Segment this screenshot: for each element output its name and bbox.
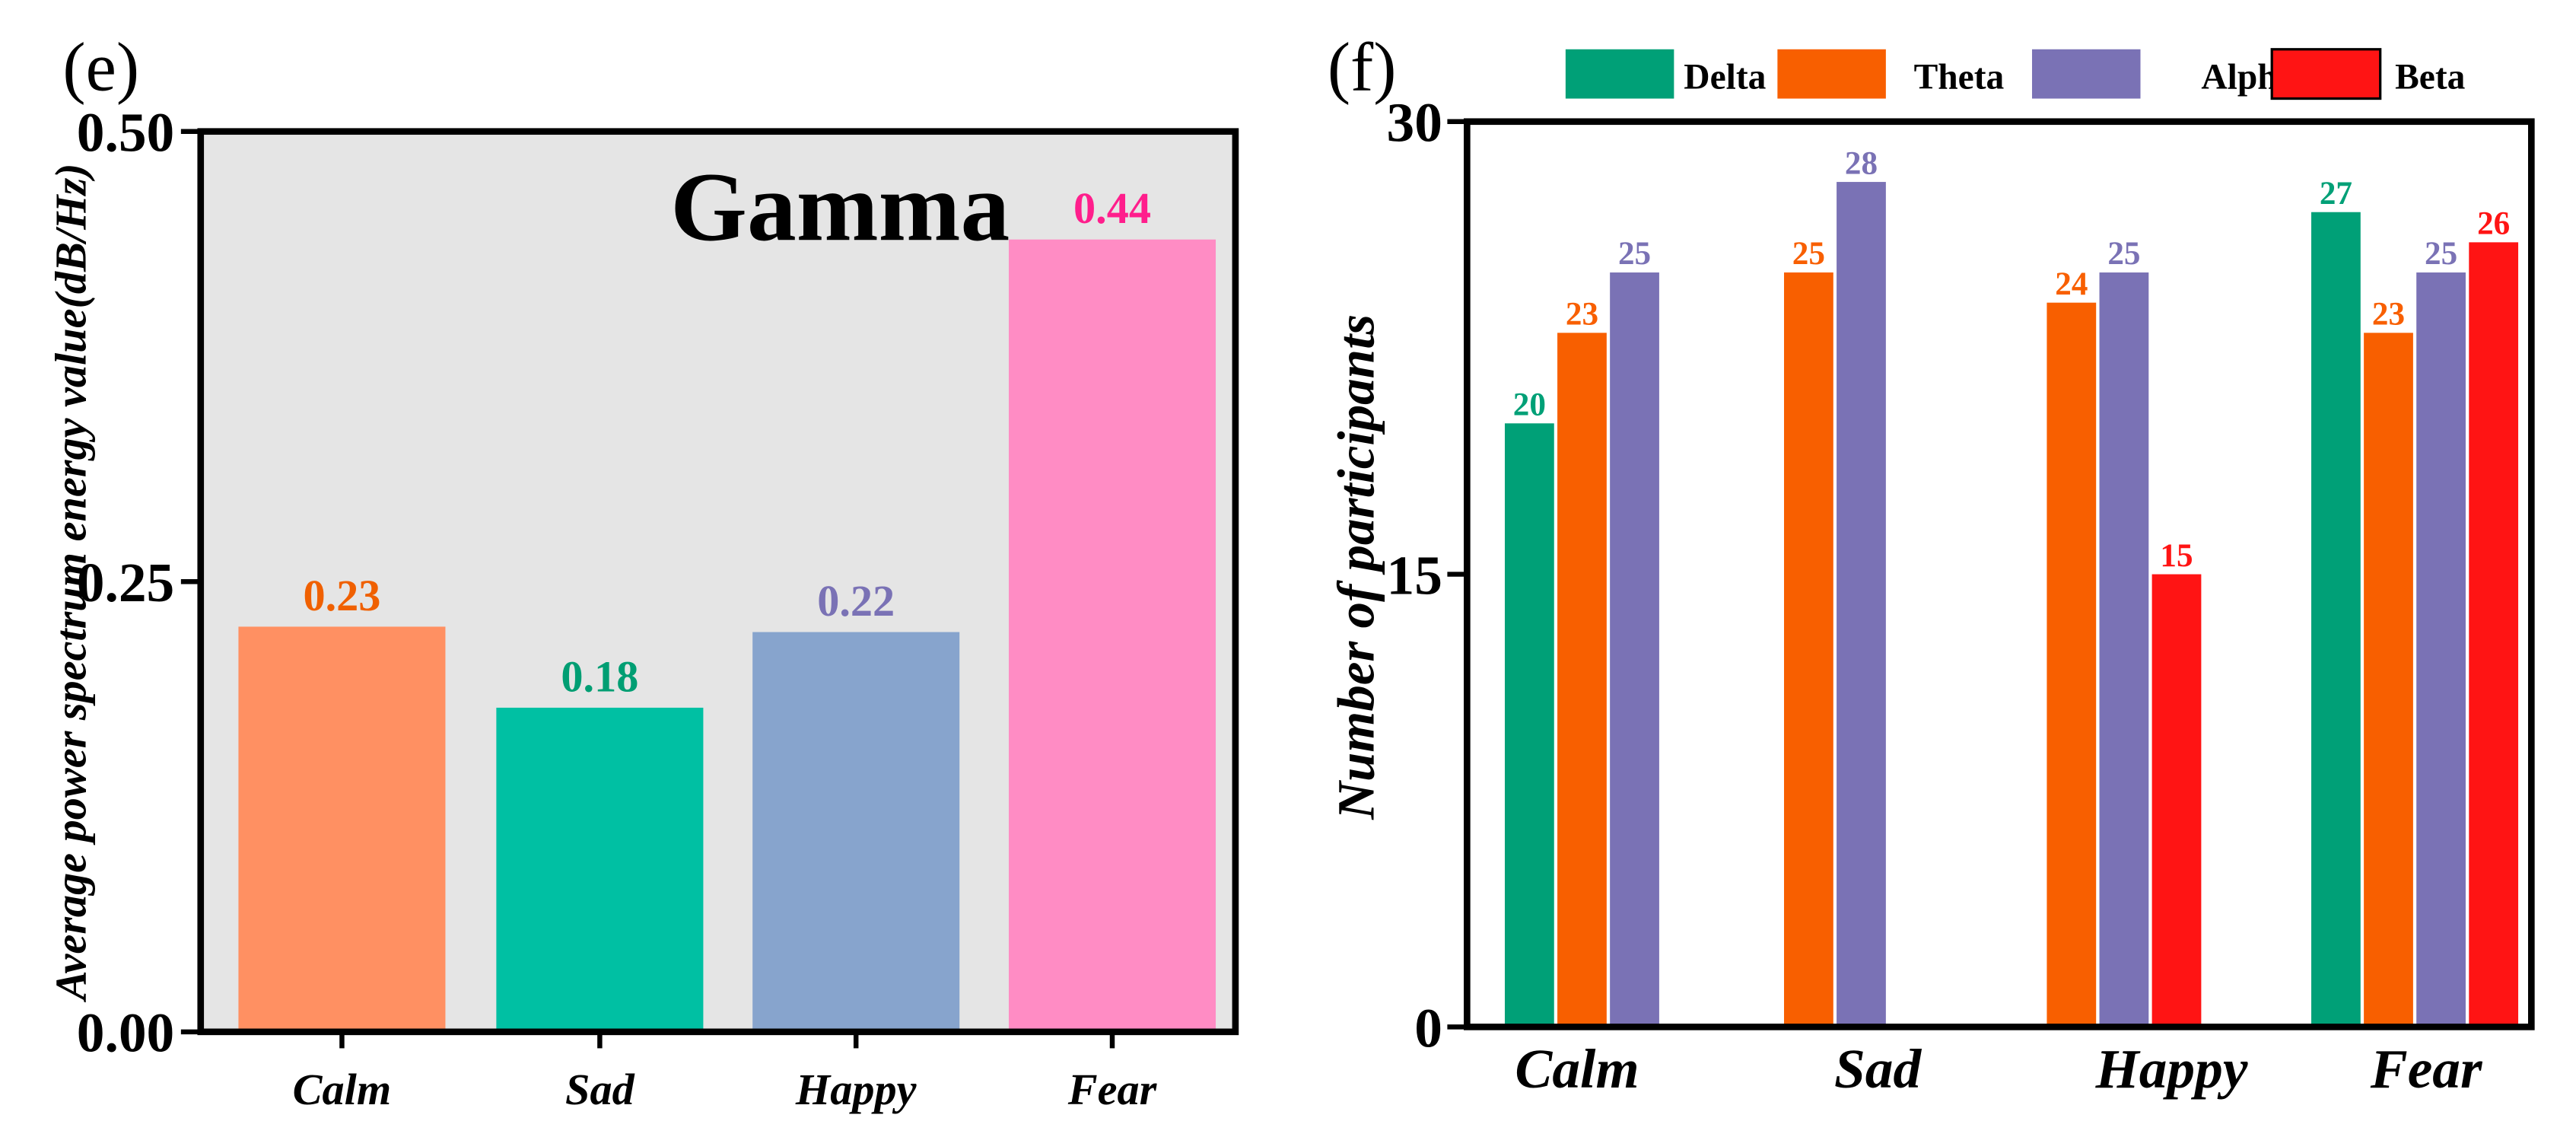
bar-theta-fear	[2364, 333, 2413, 1027]
legend-swatch-delta	[1565, 49, 1674, 99]
data-label: 26	[2477, 206, 2510, 242]
data-label: 25	[1792, 236, 1825, 272]
bar-theta-sad	[1784, 272, 1833, 1027]
bar-alpha-fear	[2416, 272, 2466, 1027]
data-label: 24	[2055, 266, 2088, 302]
data-label: 15	[2160, 538, 2193, 574]
panel-e: (e) 0.23 0.18 0.22 0.44 Gamma Calm Sad Happy F…	[46, 29, 1239, 1114]
legend-label-theta: Theta	[1914, 58, 2005, 97]
plot-frame-e	[197, 128, 1239, 1036]
bar-happy	[752, 632, 960, 1032]
x-tick-label: Calm	[1515, 1038, 1639, 1100]
data-label: 25	[2425, 236, 2457, 272]
data-label: 0.18	[561, 651, 638, 701]
bar-beta-happy	[2151, 574, 2202, 1027]
bar-delta-calm	[1504, 423, 1554, 1027]
legend-swatch-theta	[1777, 49, 1886, 99]
y-tick-label: 0	[1414, 997, 1442, 1059]
data-label: 27	[2320, 176, 2352, 212]
x-tick-label: Sad	[565, 1065, 635, 1114]
bar-sad	[496, 707, 704, 1032]
data-label: 25	[2107, 236, 2140, 272]
chart-title-gamma: Gamma	[670, 153, 1010, 262]
panel-label-e: (e)	[62, 29, 139, 106]
bar-alpha-calm	[1610, 272, 1659, 1027]
x-tick-label: Happy	[2095, 1038, 2248, 1100]
bar-theta-happy	[2046, 302, 2097, 1027]
y-axis-label-f: Number of participants	[1326, 314, 1385, 820]
data-label: 28	[1845, 145, 1878, 181]
x-tick-label: Fear	[1067, 1065, 1158, 1114]
panel-f: (f) Delta Theta Alpha Beta 2027232524232528…	[1326, 29, 2535, 1100]
data-label: 23	[1566, 297, 1598, 333]
x-tick-label: Calm	[293, 1065, 392, 1114]
bar-theta-calm	[1557, 333, 1607, 1027]
y-tick-label: 30	[1387, 92, 1442, 154]
data-label: 0.23	[303, 571, 380, 620]
y-tick-label: 0.25	[77, 552, 174, 613]
bar-delta-fear	[2311, 212, 2361, 1027]
bar-beta-fear	[2469, 242, 2519, 1027]
legend-label-delta: Delta	[1684, 58, 1766, 97]
x-tick-label: Fear	[2370, 1038, 2483, 1100]
y-tick-label: 0.50	[77, 102, 174, 164]
y-tick-label: 15	[1387, 544, 1442, 606]
data-label: 25	[1618, 236, 1651, 272]
legend-swatch-beta	[2270, 48, 2382, 100]
bar-calm	[238, 626, 446, 1032]
legend-swatch-alpha	[2032, 49, 2141, 99]
legend-label-beta: Beta	[2395, 58, 2466, 97]
legend: Delta Theta Alpha Beta	[1565, 48, 2466, 100]
data-label: 20	[1513, 387, 1546, 422]
data-label: 0.22	[817, 576, 895, 626]
data-label: 23	[2372, 297, 2405, 333]
bar-fear	[1008, 239, 1216, 1032]
y-axis-label-e: Average power spectrum energy value(dB/H…	[46, 163, 96, 1003]
x-tick-label: Sad	[1834, 1038, 1922, 1100]
bar-alpha-sad	[1837, 182, 1886, 1027]
panel-label-f: (f)	[1328, 29, 1397, 106]
y-tick-label: 0.00	[77, 1002, 174, 1064]
data-label: 0.44	[1073, 183, 1151, 233]
x-tick-label: Happy	[795, 1065, 918, 1114]
bar-alpha-happy	[2099, 272, 2149, 1027]
